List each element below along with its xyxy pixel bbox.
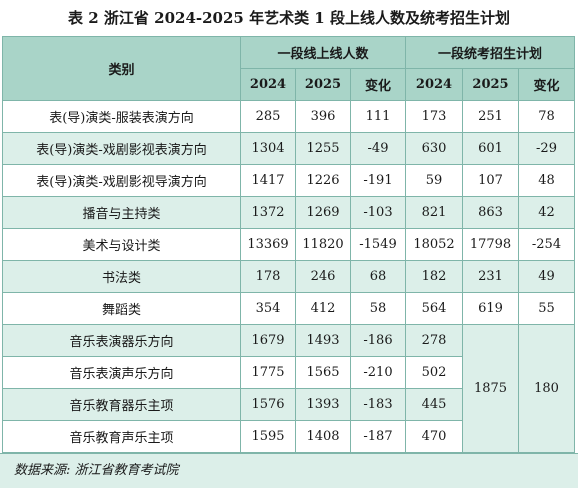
data-source-note: 数据来源: 浙江省教育考试院 (0, 453, 578, 488)
cell-value: 48 (517, 164, 576, 197)
row-category: 美术与设计类 (2, 228, 241, 261)
cell-value: 601 (462, 132, 519, 165)
table-row: 播音与主持类 1372 1269 -103 821 863 42 (2, 196, 576, 229)
cell-value: 1493 (295, 324, 351, 357)
header-year: 2024 (240, 68, 296, 101)
header-change: 变化 (517, 68, 576, 101)
cell-value: 42 (517, 196, 576, 229)
cell-value: 173 (405, 100, 463, 133)
table-row: 音乐表演声乐方向 1775 1565 -210 502 (2, 356, 575, 389)
cell-value: -191 (350, 164, 406, 197)
header-change: 变化 (350, 68, 406, 101)
cell-value: 49 (517, 260, 576, 293)
cell-value: 412 (295, 292, 351, 325)
table-row: 音乐教育器乐主项 1576 1393 -183 445 (2, 388, 575, 421)
row-category: 舞蹈类 (2, 292, 241, 325)
cell-value: 1565 (295, 356, 351, 389)
row-category: 表(导)演类-戏剧影视导演方向 (2, 164, 241, 197)
table-title: 表 2 浙江省 2024-2025 年艺术类 1 段上线人数及统考招生计划 (0, 0, 578, 36)
cell-value: 231 (462, 260, 519, 293)
cell-value: 354 (240, 292, 296, 325)
cell-value: -210 (350, 356, 406, 389)
cell-value: 1372 (240, 196, 296, 229)
cell-value: 619 (462, 292, 519, 325)
cell-value: 278 (405, 324, 463, 357)
row-category: 音乐表演声乐方向 (2, 356, 241, 389)
cell-value: 59 (405, 164, 463, 197)
cell-value: 1408 (295, 420, 351, 453)
data-table: 类别 一段线上线人数 一段统考招生计划 2024 2025 变化 2024 20… (2, 36, 576, 453)
cell-value: 11820 (295, 228, 351, 261)
cell-value: 863 (462, 196, 519, 229)
cell-value: 246 (295, 260, 351, 293)
table-row: 舞蹈类 354 412 58 564 619 55 (2, 292, 576, 325)
cell-value: -103 (350, 196, 406, 229)
cell-value: 1417 (240, 164, 296, 197)
header-year: 2024 (405, 68, 463, 101)
cell-value: 1576 (240, 388, 296, 421)
table-row: 音乐表演器乐方向 1679 1493 -186 278 1875 180 (2, 324, 576, 453)
cell-value: 111 (350, 100, 406, 133)
cell-value: 821 (405, 196, 463, 229)
cell-value: 58 (350, 292, 406, 325)
table-row: 表(导)演类-戏剧影视表演方向 1304 1255 -49 630 601 -2… (2, 132, 576, 165)
cell-merged-plan-2025: 1875 (462, 324, 519, 453)
header-group-scoreline: 一段线上线人数 (240, 36, 406, 69)
table-row: 书法类 178 246 68 182 231 49 (2, 260, 576, 293)
cell-value: 1775 (240, 356, 296, 389)
cell-value: 1393 (295, 388, 351, 421)
header-group-plan: 一段统考招生计划 (404, 36, 576, 69)
table-row: 表(导)演类-戏剧影视导演方向 1417 1226 -191 59 107 48 (2, 164, 576, 197)
cell-value: 68 (350, 260, 406, 293)
cell-value: 564 (405, 292, 463, 325)
table-row: 表(导)演类-服装表演方向 285 396 111 173 251 78 (2, 100, 576, 133)
cell-value: 178 (240, 260, 296, 293)
cell-value: 18052 (405, 228, 463, 261)
cell-value: 1226 (295, 164, 351, 197)
cell-value: 13369 (240, 228, 296, 261)
cell-value: -254 (517, 228, 576, 261)
cell-value: 630 (405, 132, 463, 165)
cell-value: 1304 (240, 132, 296, 165)
cell-value: 17798 (462, 228, 519, 261)
row-category: 音乐教育器乐主项 (2, 388, 241, 421)
cell-value: -29 (517, 132, 576, 165)
row-category: 音乐表演器乐方向 (2, 324, 241, 357)
cell-value: 1679 (240, 324, 296, 357)
row-category: 音乐教育声乐主项 (2, 420, 241, 453)
cell-value: 107 (462, 164, 519, 197)
cell-value: 445 (405, 388, 463, 421)
row-category: 书法类 (2, 260, 241, 293)
cell-value: -1549 (350, 228, 406, 261)
cell-merged-change: 180 (517, 324, 576, 453)
cell-value: 55 (517, 292, 576, 325)
cell-value: -49 (350, 132, 406, 165)
cell-value: 1269 (295, 196, 351, 229)
cell-value: 396 (295, 100, 351, 133)
header-category: 类别 (2, 36, 241, 101)
cell-value: 285 (240, 100, 296, 133)
header-year: 2025 (462, 68, 519, 101)
row-category: 表(导)演类-服装表演方向 (2, 100, 241, 133)
header-year: 2025 (295, 68, 351, 101)
table-row: 美术与设计类 13369 11820 -1549 18052 17798 -25… (2, 228, 576, 261)
cell-value: 251 (462, 100, 519, 133)
cell-value: -183 (350, 388, 406, 421)
cell-value: -187 (350, 420, 406, 453)
cell-value: -186 (350, 324, 406, 357)
cell-value: 502 (405, 356, 463, 389)
cell-value: 470 (405, 420, 463, 453)
row-category: 表(导)演类-戏剧影视表演方向 (2, 132, 241, 165)
cell-value: 1255 (295, 132, 351, 165)
row-category: 播音与主持类 (2, 196, 241, 229)
cell-value: 1595 (240, 420, 296, 453)
cell-value: 78 (517, 100, 576, 133)
cell-value: 182 (405, 260, 463, 293)
table-row: 音乐教育声乐主项 1595 1408 -187 470 (2, 420, 575, 453)
